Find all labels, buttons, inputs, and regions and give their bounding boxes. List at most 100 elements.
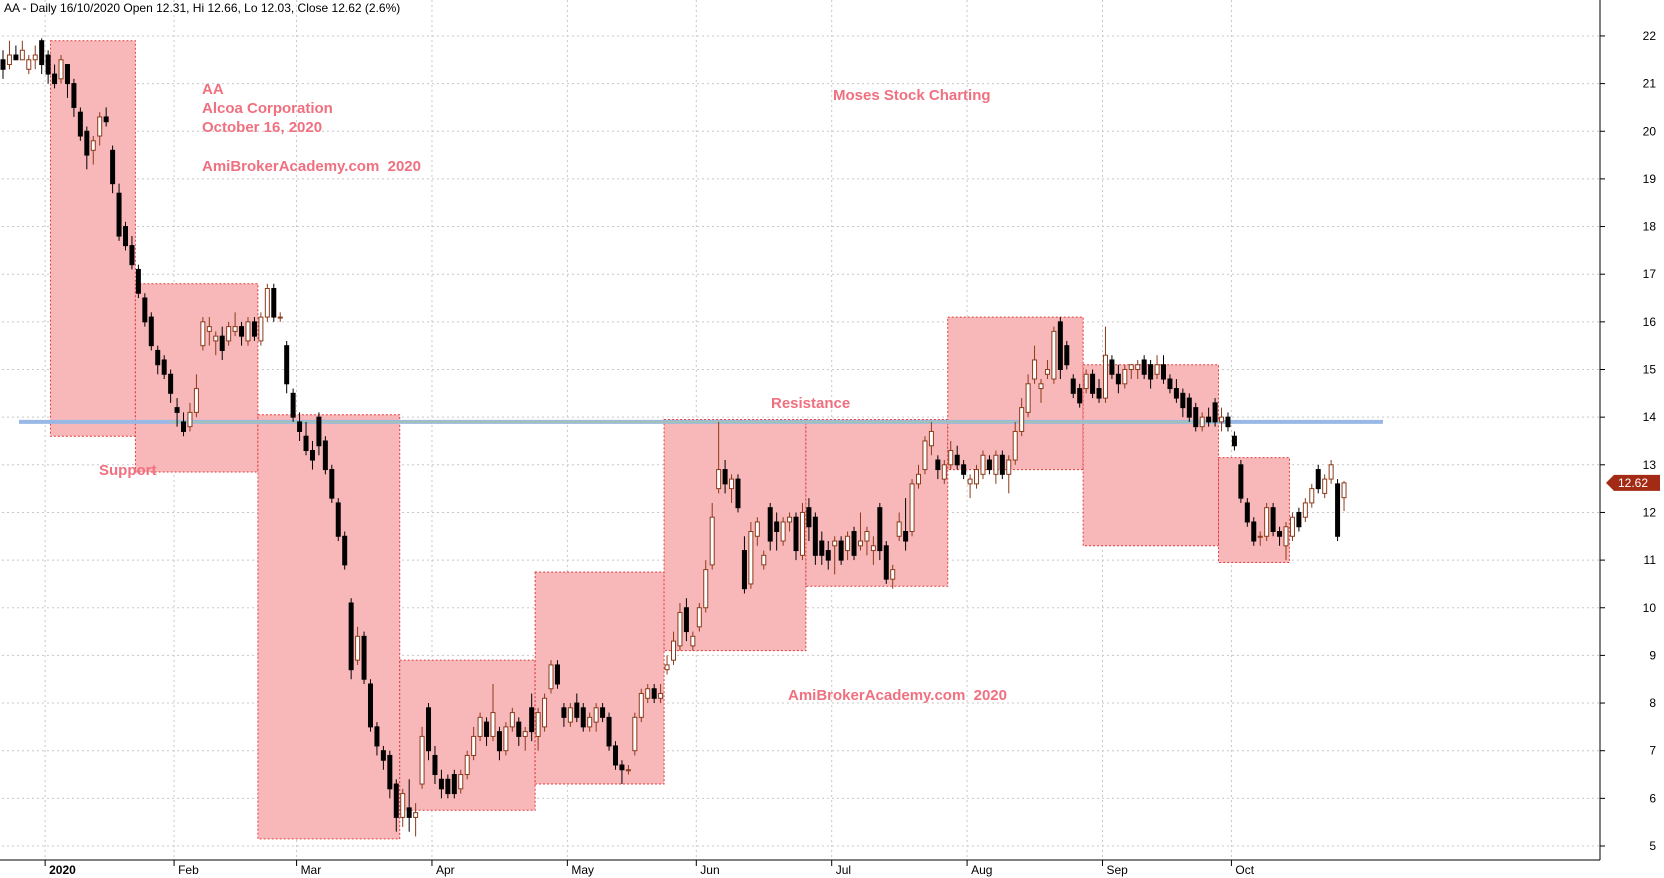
candle-body: [116, 192, 122, 237]
candle-body: [1044, 369, 1050, 375]
candle-body: [754, 521, 760, 537]
candle-body: [458, 774, 464, 790]
candle-body: [387, 754, 393, 790]
candle-body: [961, 464, 967, 475]
last-close-tag-shape: [1606, 474, 1660, 491]
candle-body: [239, 326, 245, 337]
candle-body: [1264, 507, 1270, 537]
candle-body: [181, 421, 187, 432]
candle-body: [103, 116, 109, 123]
candle-body: [806, 507, 812, 528]
candle-body: [793, 516, 799, 552]
candle-body: [155, 349, 161, 366]
candle-body: [471, 735, 477, 756]
candle-body: [1238, 464, 1244, 499]
candle-body: [1070, 378, 1076, 394]
candle-body: [1302, 502, 1308, 518]
candle-body: [174, 407, 180, 413]
candle-body: [780, 521, 786, 542]
candle-body: [774, 521, 780, 533]
candle-body: [941, 464, 947, 480]
candle-body: [954, 454, 960, 466]
candle-body: [729, 478, 735, 490]
candle-body: [1148, 364, 1154, 380]
candle-body: [251, 321, 257, 337]
candle-body: [1180, 392, 1186, 409]
candle-body: [297, 421, 303, 432]
y-tick-label: 12: [1643, 505, 1657, 519]
candle-body: [342, 535, 348, 566]
candle-body: [1025, 383, 1031, 413]
candle-body: [1186, 397, 1192, 418]
candle-body: [857, 540, 863, 547]
candle-body: [1328, 464, 1334, 480]
candle-body: [870, 545, 876, 552]
candle-body: [168, 373, 174, 394]
candle-body: [1109, 359, 1115, 375]
y-tick-label: 17: [1643, 267, 1657, 281]
y-tick-label: 14: [1643, 410, 1657, 424]
candle-body: [71, 83, 77, 108]
candle-body: [451, 774, 457, 795]
candle-body: [329, 469, 335, 499]
candle-body: [496, 731, 502, 752]
candle-body: [1212, 402, 1218, 423]
candle-body: [1096, 388, 1102, 399]
candle-body: [877, 507, 883, 552]
chart-header: AA - Daily 16/10/2020 Open 12.31, Hi 12.…: [4, 1, 400, 15]
candle-body: [761, 554, 767, 566]
candle-body: [664, 664, 670, 671]
x-tick-label: Apr: [436, 863, 455, 877]
candle-body: [284, 345, 290, 385]
candle-body: [110, 149, 116, 185]
candle-body: [922, 440, 928, 471]
candle-body: [200, 321, 206, 347]
candle-body: [799, 511, 805, 556]
candle-body: [1083, 373, 1089, 390]
candle-body: [135, 268, 141, 294]
candle-body: [722, 469, 728, 485]
candle-body: [606, 716, 612, 747]
candle-body: [832, 540, 838, 547]
candle-body: [77, 111, 83, 137]
annotations: AA Alcoa Corporation October 16, 2020 Am…: [99, 81, 1007, 704]
candle-body: [142, 297, 148, 323]
price-zone: [534, 571, 665, 785]
candle-body: [193, 388, 199, 413]
candle-body: [1315, 469, 1321, 490]
candle-body: [1006, 459, 1012, 475]
y-tick-label: 19: [1643, 172, 1657, 186]
candle-body: [432, 754, 438, 776]
candle-body: [97, 116, 103, 137]
candle-body: [864, 531, 870, 542]
candle-body: [845, 535, 851, 552]
candle-body: [993, 454, 999, 475]
candle-body: [0, 59, 6, 70]
candle-body: [542, 697, 548, 728]
candle-body: [638, 693, 644, 718]
candle-body: [1277, 531, 1283, 537]
candle-body: [1289, 516, 1295, 537]
annotation-support: Support: [99, 462, 157, 479]
candle-body: [1257, 535, 1263, 538]
candle-body: [1244, 502, 1250, 523]
candle-body: [928, 430, 934, 447]
candle-body: [1206, 416, 1212, 423]
candle-body: [561, 707, 567, 718]
price-zone: [1218, 457, 1290, 563]
candle-body: [161, 359, 167, 375]
candle-body: [612, 745, 618, 766]
candle-body: [916, 473, 922, 485]
candle-body: [1019, 407, 1025, 432]
candle-body: [1283, 526, 1289, 547]
candle-body: [935, 459, 941, 471]
candle-body: [974, 469, 980, 485]
candle-body: [999, 454, 1005, 475]
candle-body: [696, 607, 702, 628]
x-tick-label: Mar: [301, 863, 322, 877]
candle-body: [1322, 478, 1328, 494]
candle-body: [1270, 507, 1276, 533]
candle-body: [1077, 388, 1083, 404]
